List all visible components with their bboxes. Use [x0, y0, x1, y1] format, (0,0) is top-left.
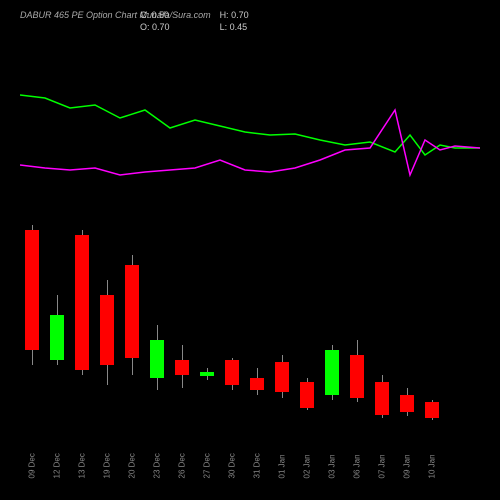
candle-body	[200, 372, 214, 376]
candle	[75, 220, 89, 420]
info-h-label: H:	[220, 10, 229, 20]
candle	[375, 220, 389, 420]
x-axis-label: 26 Dec	[178, 453, 187, 478]
candle-body	[375, 382, 389, 415]
candle	[125, 220, 139, 420]
x-axis-label: 02 Jan	[303, 454, 312, 478]
x-axis-label: 20 Dec	[128, 453, 137, 478]
candle	[200, 220, 214, 420]
candle	[275, 220, 289, 420]
info-h-value: 0.70	[231, 10, 249, 20]
x-axis-label: 31 Dec	[253, 453, 262, 478]
candle-body	[100, 295, 114, 365]
candle	[250, 220, 264, 420]
x-axis-label: 12 Dec	[53, 453, 62, 478]
x-axis-label: 07 Jan	[378, 454, 387, 478]
candle-body	[50, 315, 64, 360]
candle-body	[275, 362, 289, 392]
indicator-svg	[20, 40, 480, 210]
candle	[225, 220, 239, 420]
candle-body	[425, 402, 439, 418]
candle	[400, 220, 414, 420]
candle-body	[150, 340, 164, 378]
candle	[175, 220, 189, 420]
candle-body	[325, 350, 339, 395]
info-l-label: L:	[220, 22, 228, 32]
candle-body	[25, 230, 39, 350]
info-o-label: O:	[140, 22, 150, 32]
candle-body	[175, 360, 189, 375]
candle-body	[225, 360, 239, 385]
info-l-value: 0.45	[230, 22, 248, 32]
info-l: L: 0.45	[220, 22, 249, 32]
candle	[425, 220, 439, 420]
candle	[100, 220, 114, 420]
candle-body	[75, 235, 89, 370]
candle	[25, 220, 39, 420]
x-axis-label: 06 Jan	[353, 454, 362, 478]
x-axis-label: 19 Dec	[103, 453, 112, 478]
x-axis-label: 03 Jan	[328, 454, 337, 478]
magenta-line	[20, 110, 480, 175]
candle	[350, 220, 364, 420]
candle-body	[250, 378, 264, 390]
info-h: H: 0.70	[220, 10, 249, 20]
green-line	[20, 95, 480, 155]
x-axis-label: 10 Jan	[428, 454, 437, 478]
candle-body	[300, 382, 314, 408]
candle-body	[350, 355, 364, 398]
info-c: C: 0.50	[140, 10, 170, 20]
x-axis-label: 01 Jan	[278, 454, 287, 478]
info-o: O: 0.70	[140, 22, 170, 32]
info-o-value: 0.70	[152, 22, 170, 32]
candle	[150, 220, 164, 420]
x-axis-label: 13 Dec	[78, 453, 87, 478]
x-axis-label: 09 Dec	[28, 453, 37, 478]
x-axis-label: 30 Dec	[228, 453, 237, 478]
ohlc-info: C: 0.50 O: 0.70 H: 0.70 L: 0.45	[140, 10, 249, 32]
x-axis-label: 23 Dec	[153, 453, 162, 478]
candle	[325, 220, 339, 420]
x-axis-labels: 09 Dec 12 Dec 13 Dec 19 Dec 20 Dec 23 Dec 26 D…	[20, 430, 480, 490]
indicator-panel	[20, 40, 480, 210]
candle-body	[400, 395, 414, 412]
info-c-label: C:	[140, 10, 149, 20]
candle	[50, 220, 64, 420]
x-axis-label: 09 Jan	[403, 454, 412, 478]
candle-body	[125, 265, 139, 358]
candle	[300, 220, 314, 420]
chart-area	[20, 40, 480, 420]
candle-panel	[20, 220, 480, 420]
info-c-value: 0.50	[152, 10, 170, 20]
x-axis-label: 27 Dec	[203, 453, 212, 478]
